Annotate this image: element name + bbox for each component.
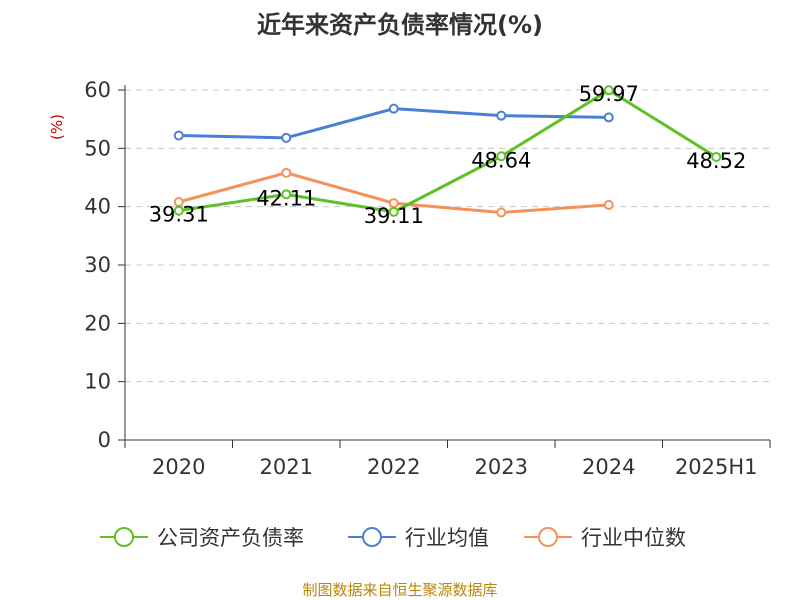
grid-lines bbox=[125, 89, 770, 383]
legend-item[interactable]: 公司资产负债率 bbox=[100, 526, 304, 550]
x-tick-label: 2021 bbox=[260, 455, 313, 479]
data-labels: 39.31 42.11 39.11 48.64 59.97 48.52 bbox=[149, 82, 747, 228]
x-tick-label: 2020 bbox=[152, 455, 205, 479]
legend-item[interactable]: 行业均值 bbox=[348, 526, 489, 550]
y-tick-label: 40 bbox=[84, 195, 111, 219]
data-point bbox=[711, 151, 722, 162]
x-axis: 2020 2021 2022 2023 2024 2025H1 bbox=[124, 439, 771, 479]
data-label: 39.31 bbox=[149, 203, 209, 227]
legend-marker-icon bbox=[362, 527, 382, 547]
data-point bbox=[496, 110, 507, 121]
data-point bbox=[173, 205, 184, 216]
data-point bbox=[603, 199, 614, 210]
data-point bbox=[281, 132, 292, 143]
data-point bbox=[496, 207, 507, 218]
x-tick-label: 2024 bbox=[582, 455, 635, 479]
chart-title: 近年来资产负债率情况(%) bbox=[257, 11, 543, 39]
series-lines bbox=[173, 85, 722, 218]
legend-label: 公司资产负债率 bbox=[157, 526, 304, 550]
legend-label: 行业均值 bbox=[405, 526, 489, 550]
x-tick-label: 2022 bbox=[367, 455, 420, 479]
data-point bbox=[388, 103, 399, 114]
x-tick-label: 2023 bbox=[475, 455, 528, 479]
data-point bbox=[603, 85, 614, 96]
y-tick-label: 20 bbox=[84, 311, 111, 335]
y-axis-unit: (%) bbox=[48, 114, 66, 140]
legend-marker-icon bbox=[114, 527, 134, 547]
y-axis: 0 10 20 30 40 50 60 bbox=[84, 78, 126, 452]
data-point bbox=[281, 189, 292, 200]
data-point bbox=[281, 167, 292, 178]
y-tick-label: 10 bbox=[84, 370, 111, 394]
source-note: 制图数据来自恒生聚源数据库 bbox=[302, 581, 497, 599]
data-label: 42.11 bbox=[256, 186, 316, 210]
data-point bbox=[603, 112, 614, 123]
legend-label: 行业中位数 bbox=[581, 526, 686, 550]
data-label: 48.52 bbox=[686, 149, 746, 173]
data-label: 39.11 bbox=[364, 204, 424, 228]
x-tick-label: 2025H1 bbox=[675, 455, 758, 479]
series-line-0 bbox=[178, 88, 718, 214]
data-label: 59.97 bbox=[579, 82, 639, 106]
data-point bbox=[496, 151, 507, 162]
legend-item[interactable]: 行业中位数 bbox=[524, 526, 686, 550]
data-label: 48.64 bbox=[471, 148, 531, 172]
y-tick-label: 50 bbox=[84, 136, 111, 160]
y-tick-label: 0 bbox=[98, 428, 111, 452]
data-point bbox=[173, 130, 184, 141]
y-tick-label: 30 bbox=[84, 253, 111, 277]
legend-marker-icon bbox=[538, 527, 558, 547]
data-point bbox=[388, 206, 399, 217]
y-tick-label: 60 bbox=[84, 78, 111, 102]
legend[interactable]: 公司资产负债率 行业均值 行业中位数 bbox=[100, 526, 686, 550]
